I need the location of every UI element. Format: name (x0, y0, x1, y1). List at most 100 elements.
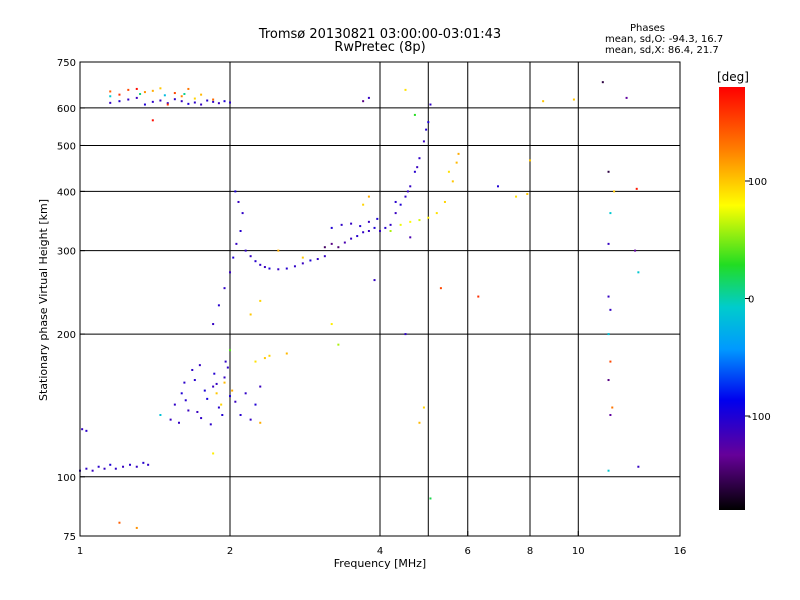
data-point (159, 99, 162, 102)
data-point (191, 368, 194, 371)
data-point (404, 195, 407, 198)
y-tick-label: 300 (57, 247, 76, 258)
data-point (399, 203, 402, 206)
data-point (394, 200, 397, 203)
data-point (109, 90, 112, 93)
data-point (221, 414, 224, 417)
data-point (389, 230, 392, 233)
data-point (85, 467, 88, 470)
data-point (244, 249, 247, 252)
x-tick-label: 8 (527, 546, 533, 557)
data-point (212, 385, 215, 388)
data-point (173, 92, 176, 95)
data-point (135, 87, 138, 90)
data-point (259, 385, 262, 388)
data-point (129, 463, 132, 466)
data-point (389, 223, 392, 226)
data-point (215, 382, 218, 385)
stats-title: Phases (629, 23, 666, 34)
data-point (249, 313, 252, 316)
data-points (79, 81, 640, 529)
data-point (151, 100, 154, 103)
data-point (607, 295, 610, 298)
data-point (254, 260, 257, 263)
data-point (212, 100, 215, 103)
data-point (404, 333, 407, 336)
data-point (85, 429, 88, 432)
data-point (135, 465, 138, 468)
data-point (229, 349, 231, 352)
data-point (231, 389, 234, 392)
chart-title-line2: RwPretec (8p) (334, 40, 426, 55)
x-tick-label: 16 (674, 546, 687, 557)
data-point (229, 271, 231, 274)
data-point (212, 98, 215, 101)
data-point (118, 93, 121, 96)
y-tick-label: 600 (57, 104, 76, 115)
x-axis-label: Frequency [MHz] (334, 557, 426, 570)
x-axis-ticks: 1 2 4 6 8 10 16 (77, 531, 687, 557)
data-point (496, 185, 499, 188)
data-point (180, 100, 183, 103)
data-point (301, 256, 304, 259)
data-point (244, 392, 247, 395)
x-tick-label: 1 (77, 546, 83, 557)
data-point (367, 230, 370, 233)
data-point (515, 195, 518, 198)
data-point (193, 97, 196, 100)
data-point (203, 389, 206, 392)
data-point (239, 414, 242, 417)
data-point (234, 400, 237, 403)
data-point (147, 463, 150, 466)
data-point (237, 200, 240, 203)
data-point (323, 255, 326, 258)
data-point (572, 98, 575, 101)
data-point (169, 418, 172, 421)
data-point (409, 185, 412, 188)
data-point (477, 295, 480, 298)
data-point (118, 521, 121, 524)
data-point (607, 333, 610, 336)
data-point (209, 423, 212, 426)
data-point (607, 379, 610, 382)
data-point (285, 352, 288, 355)
y-axis-ticks: 75 100 200 300 400 500 600 750 (57, 58, 85, 543)
data-point (200, 417, 203, 420)
data-point (212, 323, 215, 326)
data-point (268, 354, 271, 357)
data-point (350, 237, 353, 240)
data-point (109, 95, 112, 98)
data-point (103, 467, 106, 470)
data-point (239, 230, 242, 233)
data-point (451, 180, 454, 183)
data-point (529, 159, 531, 162)
data-point (609, 308, 612, 311)
data-point (151, 89, 154, 92)
data-point (139, 93, 142, 96)
data-point (422, 140, 425, 143)
y-tick-label: 500 (57, 141, 76, 152)
data-point (135, 526, 138, 529)
data-point (234, 190, 237, 193)
data-point (223, 287, 226, 290)
data-point (404, 88, 407, 91)
colorbar-tick-label: 100 (748, 177, 767, 188)
data-point (337, 246, 340, 249)
data-point (418, 421, 421, 424)
data-point (254, 403, 257, 406)
data-point (362, 231, 365, 234)
data-point (187, 409, 190, 412)
data-point (439, 287, 442, 290)
data-point (526, 192, 529, 195)
data-point (416, 166, 419, 169)
data-point (301, 262, 304, 265)
data-point (127, 98, 130, 101)
data-point (263, 266, 266, 269)
data-point (213, 372, 216, 375)
data-point (166, 103, 169, 106)
y-tick-label: 75 (63, 532, 76, 543)
data-point (206, 397, 209, 400)
data-point (143, 91, 146, 94)
data-point (180, 95, 183, 98)
data-point (241, 212, 244, 215)
